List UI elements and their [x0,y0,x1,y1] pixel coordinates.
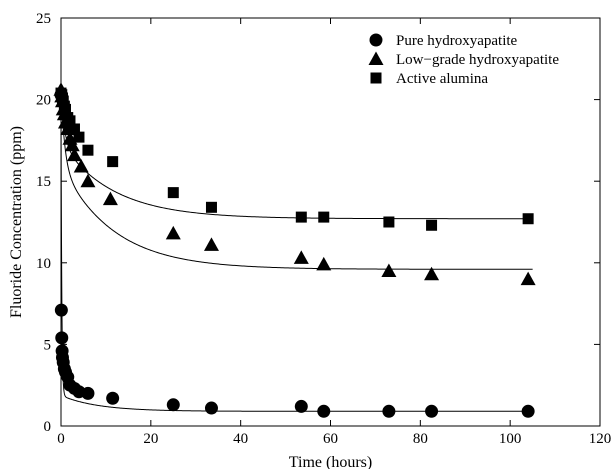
fit-curve-2 [60,89,533,270]
data-points [53,82,536,418]
series-3 [55,87,534,231]
fit-curves [60,89,533,412]
triangle-point [520,271,536,286]
square-point [522,213,534,225]
circle-point [204,401,218,415]
y-tick-label: 5 [44,337,52,353]
y-tick-label: 20 [36,93,51,109]
legend-circle-marker [369,33,383,47]
triangle-point [316,256,332,271]
plot-frame [60,17,601,427]
square-point [59,103,71,115]
x-tick-label: 20 [143,431,158,447]
square-point [73,131,85,143]
x-tick-label: 40 [233,431,248,447]
triangle-point [165,225,181,240]
square-point [383,216,395,228]
x-tick-label: 80 [413,431,428,447]
circle-point [81,386,95,400]
triangle-point [203,237,219,251]
legend: Pure hydroxyapatite Low−grade hydroxyapat… [368,33,559,87]
triangle-point [424,266,440,281]
circle-point [521,404,535,418]
square-point [64,115,76,127]
triangle-point [102,191,118,206]
legend-entry-label: Pure hydroxyapatite [396,33,518,49]
legend-entry-label: Active alumina [396,71,488,87]
fit-curve-3 [60,93,533,220]
circle-point [55,331,69,345]
square-point [318,211,330,223]
square-point [295,211,307,223]
x-tick-label: 100 [499,431,522,447]
y-tick-label: 0 [44,419,52,435]
x-tick-label: 60 [323,431,338,447]
triangle-point [64,137,80,152]
legend-entry-label: Low−grade hydroxyapatite [396,52,559,68]
circle-point [54,303,68,317]
x-tick-label: 120 [589,431,612,447]
square-point [68,123,80,135]
square-point [426,219,438,231]
fit-curve-1 [60,94,533,412]
y-tick-label: 25 [36,11,51,27]
legend-square-marker [370,72,382,84]
y-tick-label: 10 [36,256,51,272]
series-1 [54,88,535,418]
circle-point [294,399,308,413]
y-axis-label: Fluoride Concentration (ppm) [8,126,25,318]
circle-point [425,404,439,418]
y-tick-label: 15 [36,174,51,190]
square-point [107,156,119,168]
circle-point [166,398,180,412]
square-point [205,201,217,213]
triangle-point [80,173,96,188]
triangle-point [73,159,89,173]
triangle-point [381,263,397,277]
x-axis-label: Time (hours) [289,454,372,469]
x-tick-label: 0 [57,431,65,447]
axes: 0 20 40 60 80 100 120 0 5 10 15 20 25 [36,11,611,447]
triangle-point [293,250,309,264]
circle-point [382,404,396,418]
series-2 [53,82,536,286]
circle-point [106,391,120,405]
circle-point [317,404,331,418]
square-point [82,144,94,156]
triangle-point [66,147,82,162]
legend-triangle-marker [368,51,384,65]
square-point [167,187,179,199]
